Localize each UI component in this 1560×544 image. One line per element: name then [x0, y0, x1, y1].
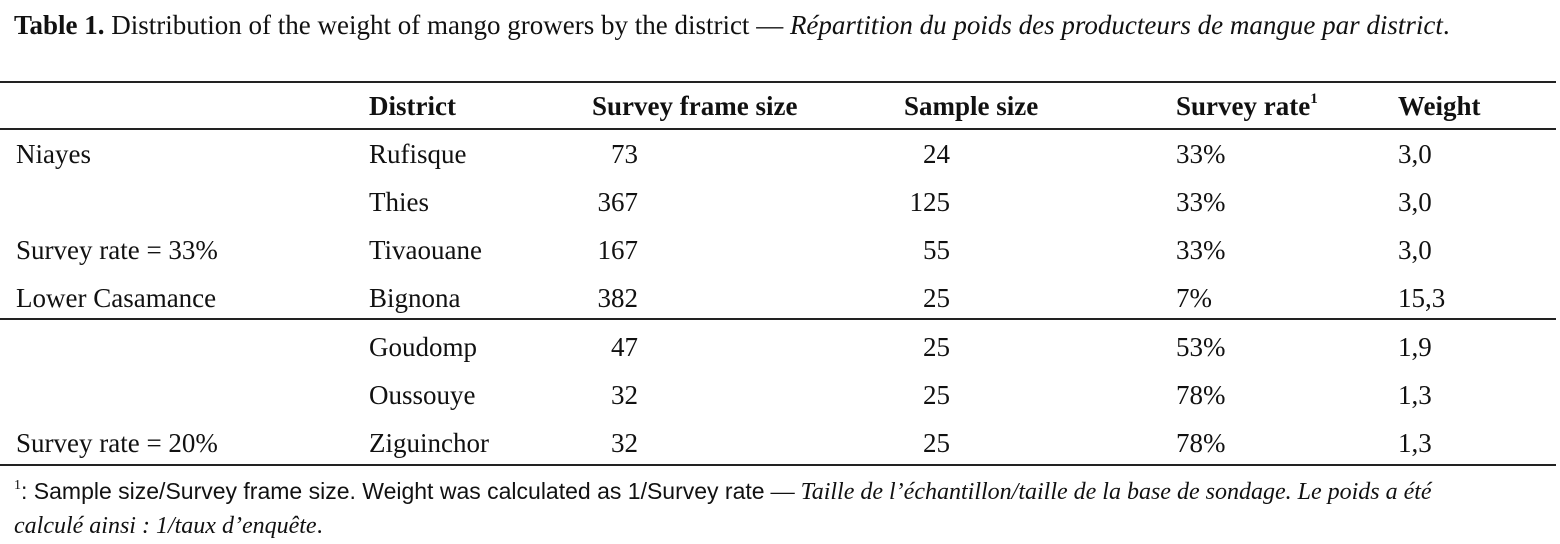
caption-dash: — — [756, 10, 784, 40]
cell-sample-size: 25 — [923, 380, 950, 410]
caption-english: Distribution of the weight of mango grow… — [111, 10, 750, 40]
header-survey-rate: Survey rate1 — [1176, 89, 1318, 123]
cell-survey-rate: 33% — [1176, 187, 1226, 217]
cell-district: Thies — [369, 187, 429, 217]
group-divider-rule — [0, 318, 1556, 320]
cell-frame-size: 73 — [611, 139, 638, 169]
table-bottom-rule — [0, 464, 1556, 466]
cell-sample-size: 24 — [923, 139, 950, 169]
cell-sample-size: 25 — [923, 332, 950, 362]
footnote-french: Taille de l’échantillon/taille de la bas… — [14, 479, 1432, 539]
cell-survey-rate: 53% — [1176, 332, 1226, 362]
footnote-english: : Sample size/Survey frame size. Weight … — [21, 478, 765, 504]
cell-frame-size: 367 — [597, 187, 639, 217]
cell-district: Goudomp — [369, 332, 477, 362]
group-niayes: Niayes — [16, 139, 91, 169]
header-weight: Weight — [1398, 91, 1481, 121]
header-district: District — [369, 91, 456, 121]
table-footnote: 1: Sample size/Survey frame size. Weight… — [14, 474, 1484, 543]
cell-frame-size: 32 — [611, 428, 638, 458]
cell-frame-size: 382 — [597, 283, 639, 313]
cell-weight: 3,0 — [1398, 187, 1432, 217]
header-survey-rate-label: Survey rate — [1176, 91, 1311, 121]
cell-survey-rate: 78% — [1176, 428, 1226, 458]
group-casamance-survey-rate: Survey rate = 20% — [16, 428, 218, 458]
cell-survey-rate: 78% — [1176, 380, 1226, 410]
cell-frame-size: 47 — [611, 332, 638, 362]
cell-sample-size: 25 — [923, 283, 950, 313]
cell-frame-size: 167 — [597, 235, 639, 265]
footnote-period: . — [316, 513, 323, 539]
caption-period: . — [1442, 10, 1450, 40]
cell-weight: 1,3 — [1398, 428, 1432, 458]
cell-district: Oussouye — [369, 380, 476, 410]
cell-survey-rate: 33% — [1176, 139, 1226, 169]
header-survey-frame-size: Survey frame size — [592, 91, 798, 121]
cell-weight: 1,3 — [1398, 380, 1432, 410]
cell-survey-rate: 33% — [1176, 235, 1226, 265]
cell-sample-size: 125 — [909, 187, 951, 217]
cell-weight: 3,0 — [1398, 235, 1432, 265]
cell-district: Ziguinchor — [369, 428, 489, 458]
header-sample-size: Sample size — [904, 91, 1039, 121]
cell-weight: 3,0 — [1398, 139, 1432, 169]
table-top-rule — [0, 81, 1556, 83]
cell-sample-size: 55 — [923, 235, 950, 265]
cell-sample-size: 25 — [923, 428, 950, 458]
cell-frame-size: 32 — [611, 380, 638, 410]
cell-district: Bignona — [369, 283, 461, 313]
caption-french: Répartition du poids des producteurs de … — [789, 10, 1443, 40]
footnote-marker: 1 — [14, 478, 21, 493]
table-caption: Table 1. Distribution of the weight of m… — [14, 8, 1550, 43]
header-bottom-rule — [0, 128, 1556, 130]
group-niayes-survey-rate: Survey rate = 33% — [16, 235, 218, 265]
cell-survey-rate: 7% — [1176, 283, 1212, 313]
group-lower-casamance: Lower Casamance — [16, 283, 217, 313]
header-survey-rate-note: 1 — [1310, 91, 1318, 107]
cell-weight: 1,9 — [1398, 332, 1432, 362]
footnote-dash: — — [770, 479, 795, 505]
caption-label: Table 1. — [14, 10, 105, 40]
cell-weight: 15,3 — [1398, 283, 1446, 313]
cell-district: Rufisque — [369, 139, 467, 169]
cell-district: Tivaouane — [369, 235, 482, 265]
